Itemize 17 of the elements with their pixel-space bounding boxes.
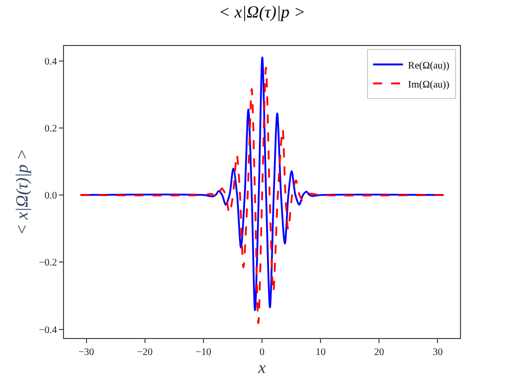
legend-label: Re(Ω(au))	[408, 60, 450, 72]
x-tick-label: 0	[260, 347, 264, 358]
x-tick-label: −20	[137, 347, 153, 358]
y-axis-title: < x|Ω(τ)|p >	[12, 148, 32, 236]
x-tick-label: 30	[432, 347, 443, 358]
y-tick-label: −0.4	[38, 324, 57, 336]
chart-title: < x|Ω(τ)|p >	[218, 2, 306, 22]
y-tick-label: 0.2	[44, 123, 57, 134]
y-tick-label: −0.2	[38, 258, 57, 269]
y-tick-label: 0.4	[44, 56, 57, 68]
x-axis-title: x	[257, 358, 266, 377]
x-tick-label: 10	[316, 347, 326, 358]
x-tick-label: −10	[196, 347, 212, 358]
y-tick-label: 0.0	[44, 190, 57, 202]
x-tick-label: −30	[78, 347, 94, 358]
x-tick-label: 20	[374, 347, 384, 358]
legend-label: Im(Ω(au))	[408, 79, 450, 90]
